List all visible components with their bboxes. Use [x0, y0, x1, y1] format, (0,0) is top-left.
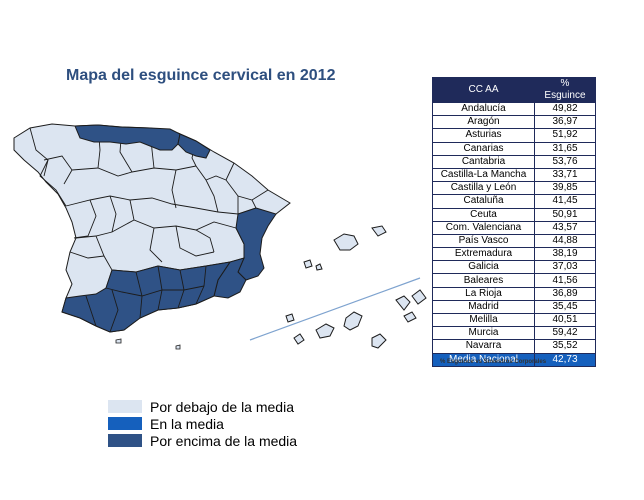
region-name-cell: País Vasco [432, 233, 535, 249]
region-name-cell: Castilla y León [432, 181, 535, 196]
region-value-cell: 35,52 [534, 339, 596, 354]
total-label-cell: Media Nacional [432, 352, 535, 367]
table-row: Castilla-La Mancha 33,71 [432, 167, 596, 183]
region-value-cell: 43,57 [534, 220, 596, 235]
region-value-cell: 33,71 [534, 167, 596, 183]
region-value-cell: 40,51 [534, 312, 596, 328]
region-value-cell: 31,65 [534, 141, 596, 156]
map-title: Mapa del esguince cervical en 2012 [66, 67, 336, 84]
legend-swatch-below [108, 400, 142, 413]
region-value-cell: 37,03 [534, 260, 596, 275]
table-row: Murcia 59,42 [432, 326, 596, 341]
table-row: Castilla y León 39,85 [432, 181, 596, 196]
table-row: Com. Valenciana 43,57 [432, 220, 596, 235]
table-row: País Vasco 44,88 [432, 233, 596, 249]
region-name-cell: Canarias [432, 141, 535, 156]
table-row: Canarias 31,65 [432, 141, 596, 156]
legend-item-average: En la media [108, 415, 297, 432]
table-row: Navarra 35,52 [432, 339, 596, 354]
region-name-cell: Cataluña [432, 194, 535, 209]
table-row: Galicia 37,03 [432, 260, 596, 275]
region-name-cell: Asturias [432, 128, 535, 143]
region-name-cell: Madrid [432, 299, 535, 315]
table-row: Ceuta 50,91 [432, 207, 596, 222]
region-value-cell: 41,56 [534, 273, 596, 288]
table-row: Andalucía 49,82 [432, 101, 596, 117]
region-value-cell: 49,82 [534, 101, 596, 117]
region-value-cell: 36,89 [534, 286, 596, 301]
table-footnote: % Esguince vs Siniestros Corporales [440, 359, 547, 365]
table-row: Baleares 41,56 [432, 273, 596, 288]
region-value-cell: 44,88 [534, 233, 596, 249]
northern-coast-region [74, 124, 181, 151]
canary-divider-line [249, 277, 421, 341]
table-row: Extremadura 38,19 [432, 247, 596, 262]
andalucia-region [61, 261, 232, 333]
melilla [175, 344, 181, 350]
header-esguince: % Esguince [534, 77, 596, 103]
legend-label-average: En la media [150, 415, 224, 432]
header-cc-aa: CC AA [432, 77, 535, 103]
region-name-cell: La Rioja [432, 286, 535, 301]
region-value-cell: 41,45 [534, 194, 596, 209]
region-name-cell: Murcia [432, 326, 535, 341]
basque-region [177, 133, 211, 159]
canary-islands [285, 289, 427, 349]
legend-item-below: Por debajo de la media [108, 398, 297, 415]
total-value-cell: 42,73 [534, 352, 596, 367]
total-row: Media Nacional 42,73 [432, 352, 596, 367]
table-row: Melilla 40,51 [432, 312, 596, 328]
map-legend: Por debajo de la media En la media Por e… [108, 398, 297, 449]
region-name-cell: Andalucía [432, 101, 535, 117]
region-name-cell: Navarra [432, 339, 535, 354]
legend-label-below: Por debajo de la media [150, 398, 294, 415]
esguince-table: CC AA % Esguince Andalucía 49,82 Aragón 36,… [432, 77, 596, 367]
balearic-islands [303, 225, 387, 271]
table-row: Cantabria 53,76 [432, 154, 596, 169]
table-row: Aragón 36,97 [432, 115, 596, 130]
region-name-cell: Com. Valenciana [432, 220, 535, 235]
region-name-cell: Extremadura [432, 247, 535, 262]
region-name-cell: Ceuta [432, 207, 535, 222]
region-value-cell: 53,76 [534, 154, 596, 169]
region-value-cell: 39,85 [534, 181, 596, 196]
region-value-cell: 59,42 [534, 326, 596, 341]
table-row: Cataluña 41,45 [432, 194, 596, 209]
legend-swatch-average [108, 417, 142, 430]
table-row: Asturias 51,92 [432, 128, 596, 143]
region-name-cell: Castilla-La Mancha [432, 167, 535, 183]
region-name-cell: Aragón [432, 115, 535, 130]
region-name-cell: Baleares [432, 273, 535, 288]
legend-swatch-above [108, 434, 142, 447]
region-name-cell: Melilla [432, 312, 535, 328]
province-borders [29, 124, 269, 289]
table-header-row: CC AA % Esguince [432, 77, 596, 103]
table-row: Madrid 35,45 [432, 299, 596, 315]
region-value-cell: 51,92 [534, 128, 596, 143]
valencia-region [235, 207, 277, 281]
table-row: La Rioja 36,89 [432, 286, 596, 301]
region-name-cell: Cantabria [432, 154, 535, 169]
region-name-cell: Galicia [432, 260, 535, 275]
ceuta [115, 338, 122, 344]
legend-item-above: Por encima de la media [108, 432, 297, 449]
region-value-cell: 36,97 [534, 115, 596, 130]
region-value-cell: 50,91 [534, 207, 596, 222]
region-value-cell: 35,45 [534, 299, 596, 315]
region-value-cell: 38,19 [534, 247, 596, 262]
andalucia-borders [85, 265, 207, 333]
legend-label-above: Por encima de la media [150, 432, 298, 449]
